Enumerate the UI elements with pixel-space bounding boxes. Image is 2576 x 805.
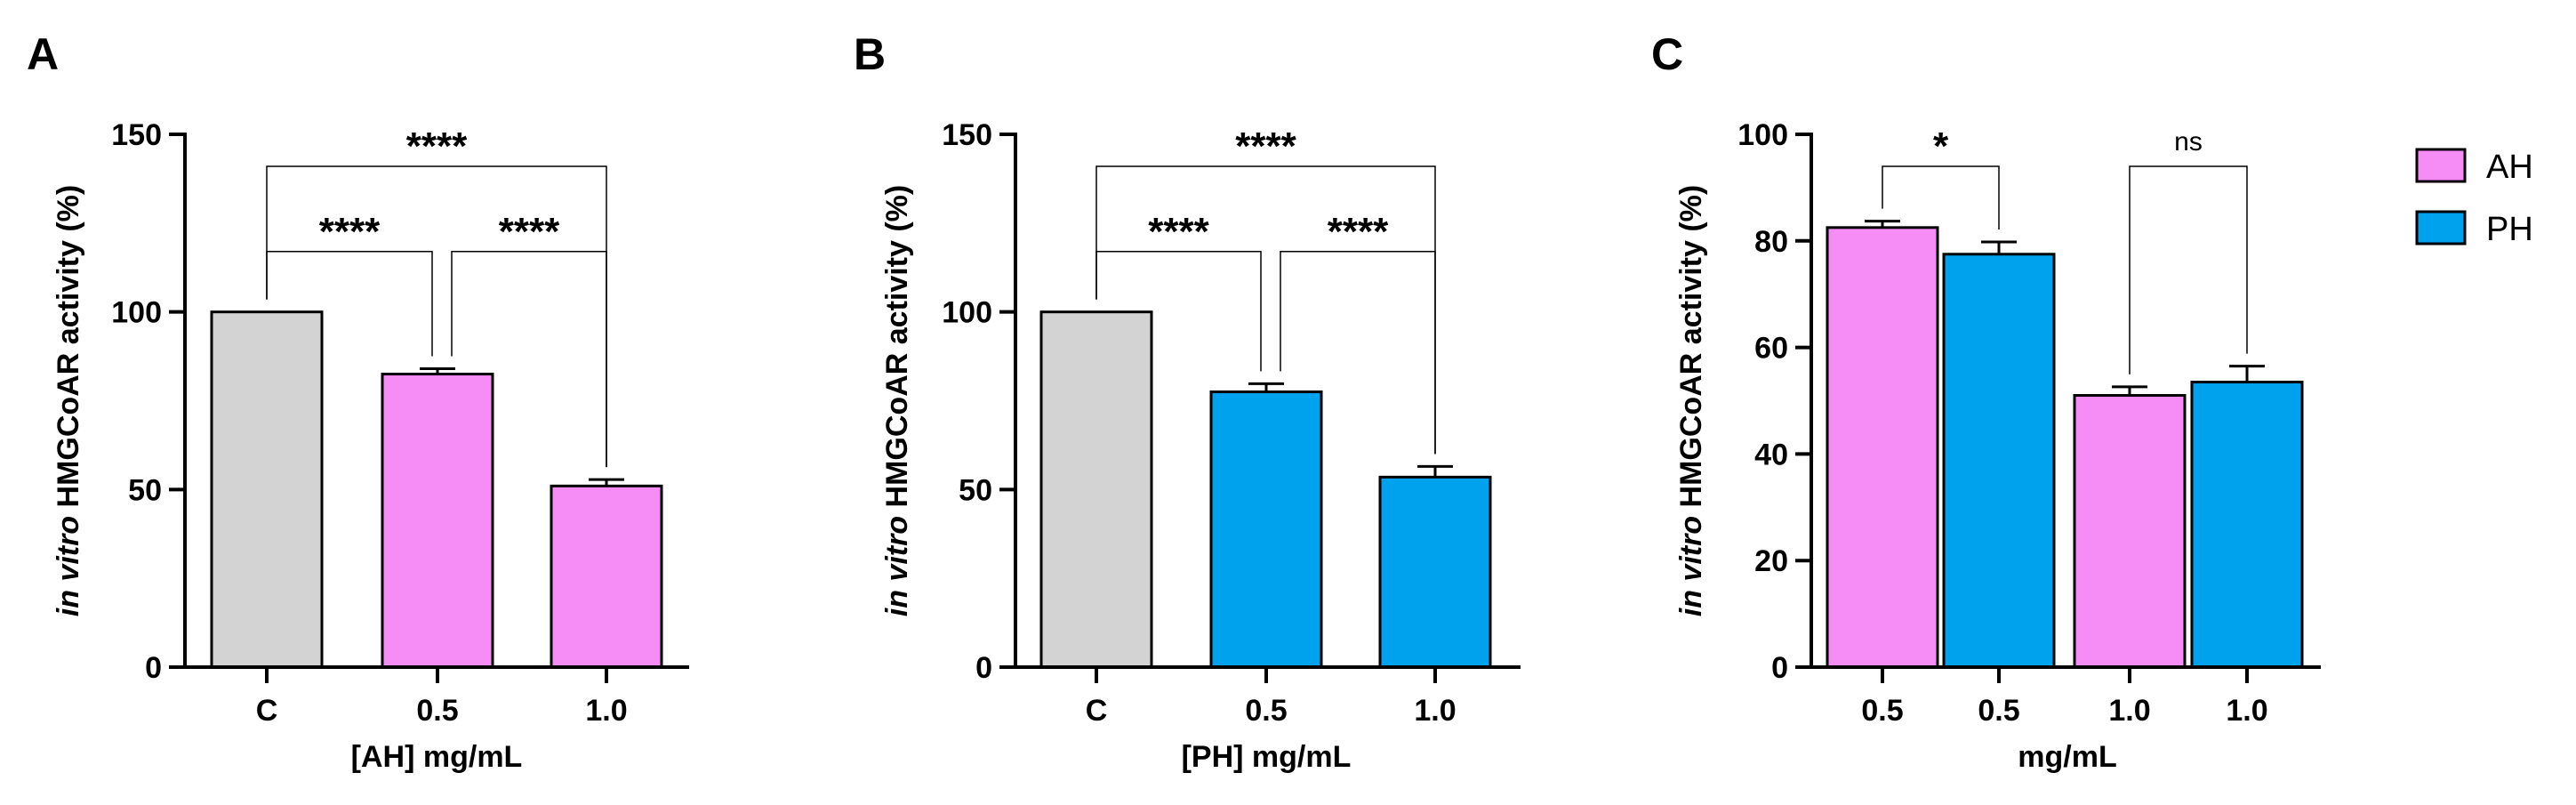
panel-b-bar-0 — [1039, 310, 1153, 669]
panel-b-xtick-label-0: C — [1086, 694, 1108, 728]
panel-c-ytick-label-2: 40 — [1754, 438, 1788, 471]
panel-b-xtick-label-1: 0.5 — [1245, 694, 1287, 728]
legend-swatch-ph — [2415, 210, 2467, 246]
panel-b: B 0 50 100 150 C 0.5 1.0 [PH] mg/mL in vitro HMGC… — [854, 29, 1521, 774]
legend-label-ph: PH — [2486, 211, 2533, 248]
panel-c-xtick-label-2: 1.0 — [2108, 694, 2150, 728]
panel-a-x-axis-title: [AH] mg/mL — [351, 740, 523, 774]
panel-c-y-axis-title-italic: in vitro — [1674, 507, 1708, 616]
panel-c-bracket-label-0: * — [1933, 125, 1949, 168]
panel-a-ytick-label-1: 50 — [128, 473, 162, 507]
panel-c-ytick-label-5: 100 — [1737, 118, 1788, 152]
panel-c-bar-0 — [1826, 226, 1939, 669]
panel-a-bracket-label-0: **** — [319, 210, 381, 254]
panel-c-ytick-label-1: 20 — [1754, 544, 1788, 578]
legend-swatch-ah — [2415, 148, 2467, 183]
panel-c-bar-3 — [2190, 381, 2304, 669]
panel-c-bracket-0 — [1882, 165, 2000, 229]
panel-a-xtick-label-2: 1.0 — [585, 694, 627, 728]
panel-c-letter: C — [1651, 29, 1683, 79]
panel-c-bracket-label-1: ns — [2174, 127, 2203, 157]
panel-b-y-axis-title-italic: in vitro — [880, 507, 914, 616]
panel-c-x-axis-title: mg/mL — [2018, 740, 2116, 774]
panel-b-bracket-label-2: **** — [1235, 125, 1296, 168]
panel-b-ytick-label-3: 150 — [942, 118, 992, 152]
panel-c-xtick-label-0: 0.5 — [1861, 694, 1903, 728]
panel-b-x-axis-title: [PH] mg/mL — [1182, 740, 1352, 774]
panel-b-ytick-label-1: 50 — [959, 473, 992, 507]
panel-a-bracket-label-2: **** — [406, 125, 468, 168]
panel-b-bracket-label-1: **** — [1328, 210, 1389, 254]
panel-c-bar-1 — [1942, 253, 2056, 669]
panel-b-bracket-2 — [1095, 165, 1436, 455]
panel-a-bar-1 — [381, 373, 494, 669]
panel-c-ytick-label-3: 60 — [1754, 332, 1788, 366]
panel-b-bar-2 — [1378, 475, 1492, 669]
panel-a-y-axis-title-text: HMGCoAR activity (%) — [52, 185, 85, 508]
panel-a-ytick-label-2: 100 — [111, 296, 162, 330]
panel-a: A 0 50 100 150 C 0.5 1.0 [AH] mg/mL in vitro HMGC… — [27, 29, 689, 774]
panel-c: C 0 20 40 60 80 100 0.5 0.5 1.0 1.0 mg/mL in vitro H… — [1651, 29, 2321, 774]
panel-b-xtick-label-2: 1.0 — [1414, 694, 1456, 728]
panel-a-y-axis-title: in vitro HMGCoAR activity (%) — [52, 185, 85, 617]
panel-c-bracket-1 — [2129, 165, 2248, 374]
panel-a-letter: A — [27, 29, 59, 79]
panel-b-ytick-label-0: 0 — [975, 651, 992, 685]
panel-c-xtick-label-1: 0.5 — [1978, 694, 2019, 728]
panel-a-xtick-label-0: C — [256, 694, 278, 728]
panel-c-y-axis-title-text: HMGCoAR activity (%) — [1674, 185, 1708, 508]
panel-c-ytick-label-4: 80 — [1754, 225, 1788, 259]
panel-c-ytick-label-0: 0 — [1771, 651, 1788, 685]
panel-a-ytick-label-0: 0 — [145, 651, 162, 685]
panel-a-bar-0 — [210, 310, 324, 669]
panel-b-ytick-label-2: 100 — [942, 296, 992, 330]
panel-a-bracket-label-1: **** — [499, 210, 560, 254]
panel-a-ytick-label-3: 150 — [111, 118, 162, 152]
panel-a-y-axis-title-italic: in vitro — [52, 507, 85, 616]
panel-b-bracket-label-0: **** — [1148, 210, 1209, 254]
panel-b-y-axis-title: in vitro HMGCoAR activity (%) — [880, 185, 914, 617]
panel-b-bar-1 — [1209, 390, 1323, 669]
panel-a-bar-2 — [550, 484, 663, 669]
panel-c-y-axis-title: in vitro HMGCoAR activity (%) — [1674, 185, 1708, 617]
legend: AH PH — [2415, 148, 2533, 248]
panel-c-xtick-label-3: 1.0 — [2226, 694, 2267, 728]
panel-b-y-axis-title-text: HMGCoAR activity (%) — [880, 185, 914, 508]
panel-b-letter: B — [854, 29, 886, 79]
panel-a-bracket-2 — [266, 165, 607, 468]
panel-c-bar-2 — [2073, 394, 2187, 669]
panel-a-xtick-label-1: 0.5 — [416, 694, 458, 728]
legend-label-ah: AH — [2486, 149, 2533, 186]
